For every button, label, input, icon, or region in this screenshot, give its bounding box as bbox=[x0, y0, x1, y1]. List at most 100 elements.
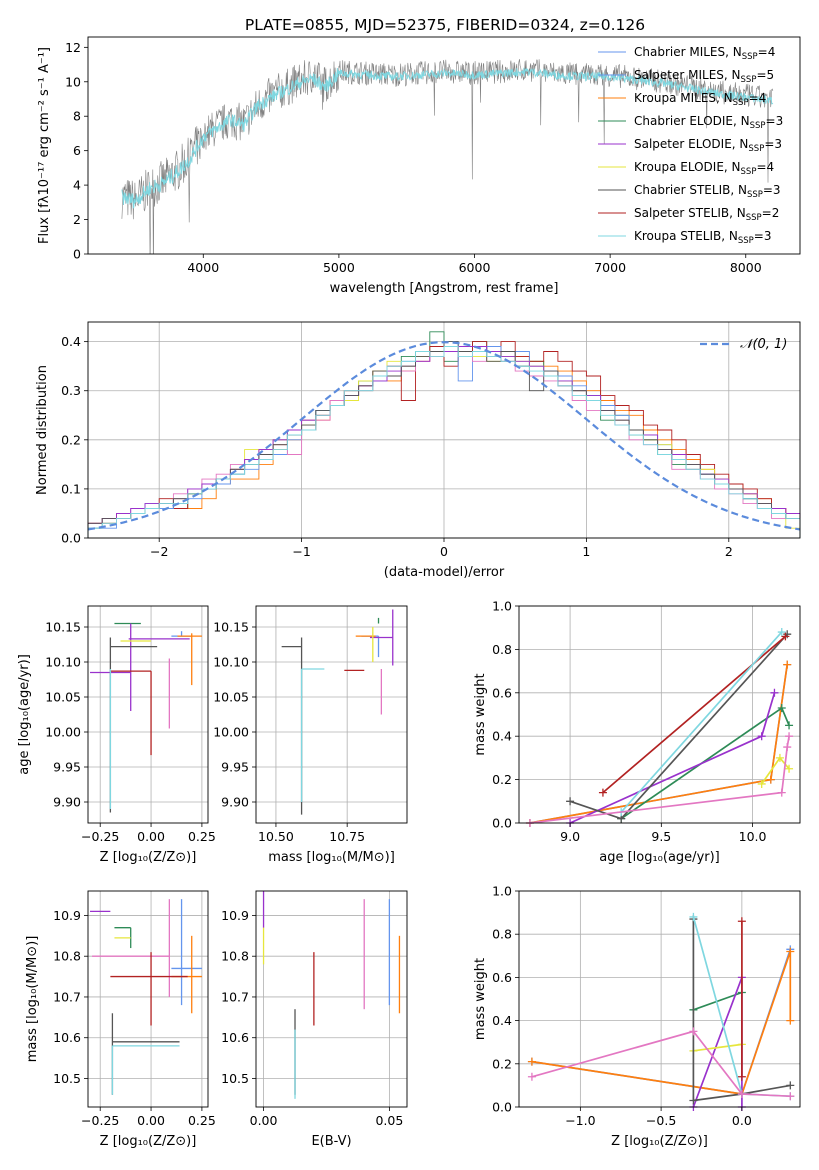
legend-sub: SSP bbox=[746, 213, 762, 223]
weight-marker-Salpeter STELIB bbox=[598, 788, 607, 797]
legend-suffix: =2 bbox=[762, 206, 780, 220]
x-tick-label: −0.25 bbox=[81, 829, 119, 844]
weight-marker-Salpeter STELIB bbox=[737, 1072, 746, 1081]
y-tick-label: 0.0 bbox=[492, 816, 512, 831]
y-tick-label: 0.2 bbox=[492, 1056, 512, 1071]
legend-sub: SSP bbox=[741, 167, 757, 177]
weight-line-Kroupa MILES bbox=[529, 664, 789, 824]
x-tick-label: 10.75 bbox=[329, 829, 365, 844]
weight-marker-Salpeter ELODIE bbox=[777, 788, 786, 797]
weight-marker-Kroupa MILES bbox=[783, 660, 792, 669]
legend-sub: SSP bbox=[741, 75, 757, 85]
spectrum-title: PLATE=0855, MJD=52375, FIBERID=0324, z=0… bbox=[245, 16, 645, 34]
plot-area bbox=[90, 622, 202, 813]
y-tick-label: 4 bbox=[73, 178, 81, 193]
y-tick-label: 6 bbox=[73, 143, 81, 158]
legend-suffix: =3 bbox=[764, 137, 782, 151]
y-tick-label: 0.6 bbox=[492, 970, 512, 985]
y-tick-label: 12 bbox=[65, 40, 81, 55]
x-tick-label: 9.5 bbox=[651, 829, 671, 844]
x-tick-label: 0.05 bbox=[375, 1113, 403, 1128]
y-tick-label: 0.0 bbox=[492, 1100, 512, 1115]
y-tick-label: 10.8 bbox=[221, 949, 249, 964]
weight-marker-Kroupa ELODIE bbox=[757, 779, 766, 788]
legend-suffix: =3 bbox=[766, 114, 784, 128]
axes-frame bbox=[518, 605, 801, 824]
axes-frame bbox=[255, 890, 408, 1108]
weight-marker-Kroupa MILES bbox=[766, 775, 775, 784]
weight-marker-Chabrier STELIB bbox=[566, 797, 575, 806]
x-axis-label: E(B-V) bbox=[311, 1134, 351, 1149]
y-tick-label: 0.2 bbox=[492, 772, 512, 787]
y-tick-label: 9.95 bbox=[221, 760, 249, 775]
legend-sub: SSP bbox=[742, 52, 758, 62]
legend-label: Kroupa STELIB, NSSP=3 bbox=[634, 229, 772, 246]
weight-marker-Chabrier ELODIE bbox=[785, 721, 794, 730]
weight-marker-Kroupa MILES bbox=[786, 947, 795, 956]
y-tick-label: 10.5 bbox=[53, 1071, 81, 1086]
x-tick-label: −1 bbox=[292, 544, 310, 559]
y-tick-label: 9.90 bbox=[221, 795, 249, 810]
y-axis-label: age [log₁₀(age/yr)] bbox=[17, 654, 32, 775]
weight-marker-Salpeter ELODIE bbox=[770, 688, 779, 697]
x-tick-label: 8000 bbox=[730, 260, 762, 275]
weight-marker-Kroupa ELODIE bbox=[775, 753, 784, 762]
weight-marker-Salpeter ELODIE bbox=[757, 732, 766, 741]
x-tick-label: −0.5 bbox=[646, 1113, 676, 1128]
x-tick-label: 0.25 bbox=[188, 829, 216, 844]
weight-line-Salpeter ELODIE bbox=[531, 1030, 791, 1098]
x-tick-label: 7000 bbox=[594, 260, 626, 275]
histogram-Kroupa STELIB bbox=[87, 346, 801, 538]
weight-marker-Salpeter STELIB bbox=[737, 917, 746, 926]
panel-residuals: −2 −1 0 1 2 0.0 0.1 0.2 0.3 0.4 (data-model)/error… bbox=[35, 321, 801, 580]
x-tick-label: 4000 bbox=[187, 260, 219, 275]
y-tick-label: 10.7 bbox=[221, 989, 249, 1004]
legend-sub: SSP bbox=[750, 121, 766, 131]
x-tick-label: 10.50 bbox=[258, 829, 294, 844]
spectrum-line-model bbox=[121, 67, 774, 209]
legend-label: Kroupa MILES, NSSP=4 bbox=[634, 91, 766, 108]
x-tick-label: −1.0 bbox=[565, 1113, 595, 1128]
panel-age-vs-mass: 10.50 10.75 9.90 9.95 10.00 10.05 10.10 10.15 ma… bbox=[213, 605, 408, 865]
legend-label: Salpeter STELIB, NSSP=2 bbox=[634, 206, 779, 223]
panel-mass-vs-ebv: 0.00 0.05 10.5 10.6 10.7 10.8 10.9 E(B-V) bbox=[221, 890, 408, 1149]
y-tick-label: 10.00 bbox=[45, 725, 81, 740]
x-axis-label: (data-model)/error bbox=[384, 565, 505, 580]
y-tick-label: 0.0 bbox=[61, 531, 81, 546]
plot-area bbox=[262, 891, 401, 1099]
weight-line-Chabrier STELIB bbox=[692, 919, 791, 1102]
weight-marker-Kroupa ELODIE bbox=[785, 764, 794, 773]
y-tick-label: 0.4 bbox=[61, 334, 81, 349]
weight-marker-Salpeter ELODIE bbox=[527, 1072, 536, 1081]
y-tick-label: 1.0 bbox=[492, 599, 512, 614]
panel-age-vs-Z: −0.25 0.00 0.25 9.90 9.95 10.00 10.05 10.10 10.1… bbox=[17, 605, 216, 865]
spectrum-legend: Chabrier MILES, NSSP=4 Salpeter MILES, NS… bbox=[598, 45, 783, 246]
legend-sub: SSP bbox=[738, 236, 754, 246]
x-tick-label: −2 bbox=[150, 544, 168, 559]
weight-marker-Kroupa STELIB bbox=[777, 628, 786, 637]
legend-label: Chabrier MILES, NSSP=4 bbox=[634, 45, 775, 62]
legend-label: Chabrier ELODIE, NSSP=3 bbox=[634, 114, 783, 131]
y-tick-label: 10.9 bbox=[53, 908, 81, 923]
x-tick-label: 0 bbox=[440, 544, 448, 559]
y-tick-label: 1.0 bbox=[492, 884, 512, 899]
x-tick-label: 0.25 bbox=[188, 1113, 216, 1128]
x-tick-label: 0.0 bbox=[732, 1113, 752, 1128]
weight-line-Kroupa MILES bbox=[531, 951, 792, 1095]
y-tick-label: 0.3 bbox=[61, 383, 81, 398]
y-tick-label: 0.4 bbox=[492, 729, 512, 744]
legend-label: Kroupa ELODIE, NSSP=4 bbox=[634, 160, 774, 177]
weight-line-Chabrier ELODIE bbox=[693, 991, 743, 1011]
x-axis-label: wavelength [Angstrom, rest frame] bbox=[330, 281, 559, 296]
weight-line-Kroupa STELIB bbox=[620, 631, 783, 813]
y-tick-label: 0.1 bbox=[61, 481, 81, 496]
legend-suffix: =3 bbox=[754, 229, 772, 243]
plot-area bbox=[87, 331, 801, 538]
x-axis-label: Z [log₁₀(Z/Z⊙)] bbox=[611, 1134, 708, 1149]
y-tick-label: 10.10 bbox=[45, 655, 81, 670]
plot-area bbox=[525, 628, 794, 827]
y-axis-label: mass [log₁₀(M/M⊙)] bbox=[25, 936, 40, 1063]
legend-suffix: =4 bbox=[749, 91, 767, 105]
weight-marker-Chabrier STELIB bbox=[689, 1096, 698, 1105]
legend-suffix: =4 bbox=[756, 160, 774, 174]
